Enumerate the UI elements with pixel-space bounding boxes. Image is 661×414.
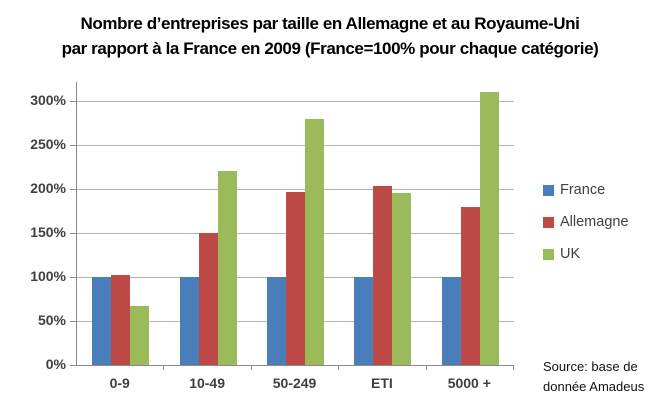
source-note: Source: base de donnée Amadeus xyxy=(543,357,661,396)
legend-label-uk: UK xyxy=(560,246,581,262)
gridline xyxy=(77,101,514,102)
legend: France Allemagne UK xyxy=(543,181,629,277)
y-axis-label: 200% xyxy=(30,180,66,196)
bar-france-50-249 xyxy=(267,277,286,365)
bar-france-ETI xyxy=(354,277,374,365)
chart-title-line-2: par rapport à la France en 2009 (France=… xyxy=(61,39,599,58)
chart-title-line-1: Nombre d’entreprises par taille en Allem… xyxy=(80,14,580,33)
x-axis-label: ETI xyxy=(371,375,393,391)
legend-item-allemagne: Allemagne xyxy=(543,213,629,231)
y-axis-tick xyxy=(70,277,77,278)
source-line-1: Source: base de xyxy=(543,359,638,374)
y-axis-label: 50% xyxy=(37,312,66,328)
y-axis-label: 250% xyxy=(30,136,66,152)
x-axis-tick xyxy=(250,365,252,370)
bar-allemagne-ETI xyxy=(373,186,393,365)
bar-france-10-49 xyxy=(179,277,199,365)
bar-uk-5000+ xyxy=(479,92,499,365)
bar-allemagne-50-249 xyxy=(286,191,305,365)
legend-swatch-uk xyxy=(543,248,554,260)
y-axis-tick xyxy=(70,233,77,234)
x-axis-tick xyxy=(163,365,165,370)
legend-item-uk: UK xyxy=(543,245,629,263)
gridline xyxy=(77,189,514,190)
x-axis-tick xyxy=(425,365,427,370)
x-axis-label: 5000 + xyxy=(447,375,491,391)
y-axis-tick xyxy=(70,145,77,146)
chart-title: Nombre d’entreprises par taille en Allem… xyxy=(20,11,640,61)
legend-item-france: France xyxy=(543,181,629,199)
x-axis-tick xyxy=(513,365,514,370)
bar-uk-0-9 xyxy=(130,306,150,365)
y-axis-label: 150% xyxy=(30,224,66,240)
x-axis-tick xyxy=(338,365,340,370)
bar-allemagne-0-9 xyxy=(111,275,131,365)
bar-uk-10-49 xyxy=(217,171,237,365)
y-axis-tick xyxy=(70,101,77,102)
y-axis-label: 100% xyxy=(30,268,66,284)
y-axis-label: 300% xyxy=(30,92,66,108)
y-axis-tick xyxy=(70,321,77,322)
bar-allemagne-10-49 xyxy=(198,233,218,365)
y-axis-label: 0% xyxy=(45,356,66,372)
gridline xyxy=(77,145,514,146)
legend-label-france: France xyxy=(560,182,606,198)
bar-uk-50-249 xyxy=(305,118,324,365)
legend-swatch-allemagne xyxy=(543,216,554,228)
source-line-2: donnée Amadeus xyxy=(543,378,645,394)
y-axis-tick xyxy=(70,189,77,190)
bar-france-5000+ xyxy=(441,277,461,365)
legend-label-allemagne: Allemagne xyxy=(560,214,629,230)
x-axis-label: 10-49 xyxy=(189,375,225,391)
y-axis-tick xyxy=(70,365,77,366)
x-axis-label: 50-249 xyxy=(272,375,317,391)
bar-uk-ETI xyxy=(392,192,412,365)
bar-allemagne-5000+ xyxy=(460,206,480,365)
bar-france-0-9 xyxy=(92,277,112,365)
x-axis-label: 0-9 xyxy=(109,375,130,391)
plot-area xyxy=(76,82,514,366)
legend-swatch-france xyxy=(543,184,554,196)
